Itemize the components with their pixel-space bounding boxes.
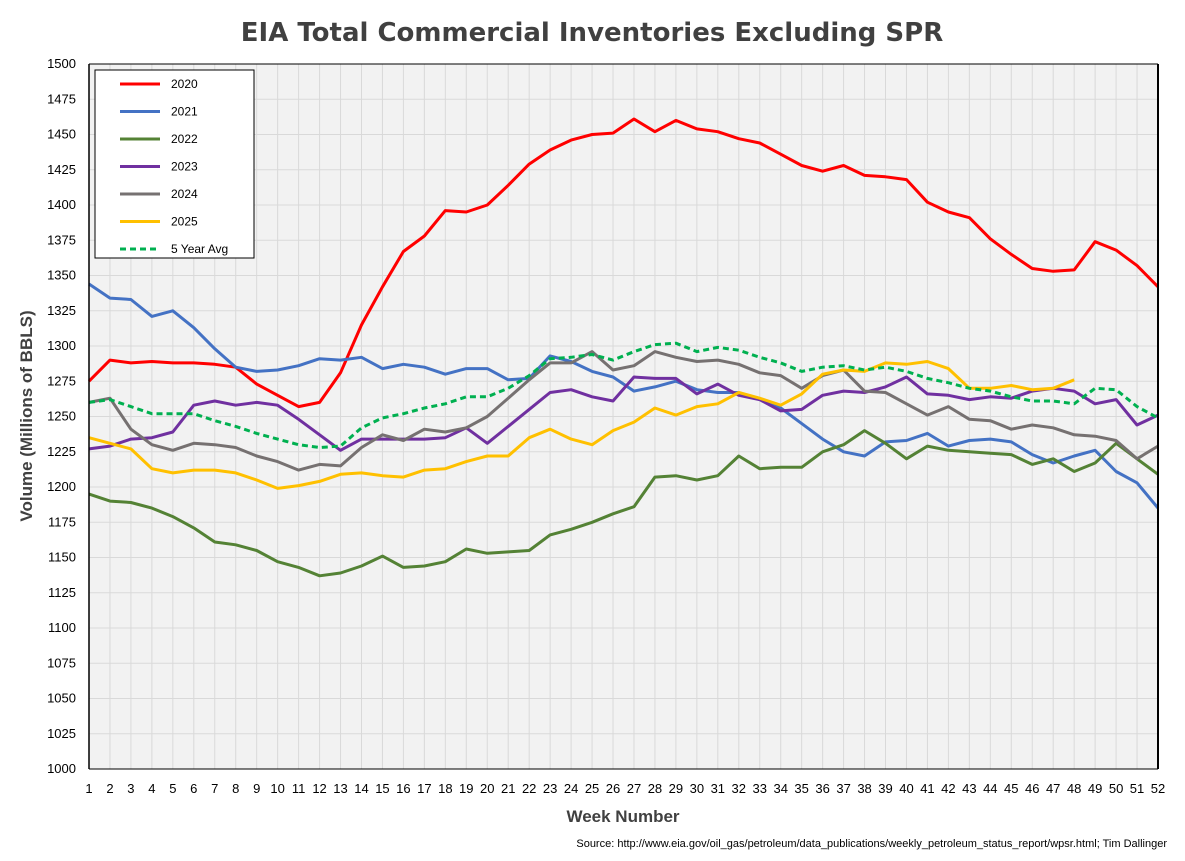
y-tick-label: 1000	[47, 761, 76, 776]
legend-label: 2022	[171, 132, 198, 146]
x-tick-label: 31	[711, 781, 725, 796]
y-tick-label: 1200	[47, 479, 76, 494]
x-tick-label: 5	[169, 781, 176, 796]
x-tick-label: 47	[1046, 781, 1060, 796]
series-line-5-year-avg	[88, 341, 1159, 449]
y-tick-label: 1100	[48, 620, 76, 635]
x-tick-label: 38	[857, 781, 871, 796]
y-tick-labels: 1000 1025 1050 1075 1100 1125 1150 1175 1200 1225…	[47, 56, 76, 776]
x-tick-label: 3	[127, 781, 134, 796]
y-tick-label: 1250	[47, 409, 76, 424]
x-tick-label: 14	[354, 781, 368, 796]
x-tick-label: 44	[983, 781, 997, 796]
x-tick-label: 17	[417, 781, 431, 796]
x-tick-label: 34	[773, 781, 787, 796]
x-tick-label: 49	[1088, 781, 1102, 796]
legend-label: 2020	[171, 77, 198, 91]
x-tick-label: 7	[211, 781, 218, 796]
legend-label: 2021	[171, 105, 198, 119]
x-tick-label: 46	[1025, 781, 1039, 796]
x-tick-label: 39	[878, 781, 892, 796]
source-note: Source: http://www.eia.gov/oil_gas/petro…	[576, 838, 1167, 850]
x-tick-label: 16	[396, 781, 410, 796]
x-tick-label: 12	[312, 781, 326, 796]
x-tick-label: 27	[627, 781, 641, 796]
y-tick-label: 1275	[47, 373, 76, 388]
y-tick-label: 1400	[47, 197, 76, 212]
x-tick-label: 18	[438, 781, 452, 796]
x-tick-label: 25	[585, 781, 599, 796]
series-lines	[87, 117, 1160, 578]
series-line-2025	[88, 360, 1075, 490]
x-tick-label: 8	[232, 781, 239, 796]
y-tick-label: 1050	[47, 691, 76, 706]
y-tick-label: 1375	[47, 232, 76, 247]
x-tick-label: 24	[564, 781, 578, 796]
y-tick-label: 1475	[47, 91, 76, 106]
series-line-2023	[88, 375, 1159, 452]
y-axis-label: Volume (Millions of BBLS)	[17, 310, 36, 521]
x-tick-label: 35	[794, 781, 808, 796]
y-tick-label: 1125	[48, 585, 76, 600]
x-tick-label: 41	[920, 781, 934, 796]
y-tick-label: 1175	[48, 514, 76, 529]
x-tick-label: 37	[836, 781, 850, 796]
series-line-2020	[87, 117, 1160, 409]
x-tick-label: 45	[1004, 781, 1018, 796]
x-tick-label: 9	[253, 781, 260, 796]
gridlines	[89, 63, 1158, 770]
x-tick-label: 26	[606, 781, 620, 796]
legend-label: 2024	[171, 187, 198, 201]
x-tick-label: 29	[669, 781, 683, 796]
x-tick-label: 15	[375, 781, 389, 796]
x-tick-label: 36	[815, 781, 829, 796]
x-tick-label: 23	[543, 781, 557, 796]
x-tick-label: 33	[753, 781, 767, 796]
y-tick-label: 1075	[47, 655, 76, 670]
x-tick-labels: 1 2 3 4 5 6 7 8 9 10 11 12 13 14 15 16 17 18 19 20 21 22 23 24 2…	[85, 781, 1165, 796]
x-tick-label: 6	[190, 781, 197, 796]
x-tick-label: 22	[522, 781, 536, 796]
x-tick-label: 21	[501, 781, 515, 796]
legend-box	[94, 69, 255, 259]
x-tick-label: 2	[106, 781, 113, 796]
x-tick-label: 48	[1067, 781, 1081, 796]
x-tick-label: 28	[648, 781, 662, 796]
legend-label: 2023	[171, 160, 198, 174]
series-line-2024	[88, 350, 1159, 472]
y-tick-label: 1025	[47, 726, 76, 741]
x-tick-label: 51	[1130, 781, 1144, 796]
legend: 2020 2021 2022 2023 2024 2025 5 Year Avg	[94, 69, 255, 259]
legend-label: 2025	[171, 215, 198, 229]
x-tick-label: 50	[1109, 781, 1123, 796]
y-tick-label: 1350	[47, 268, 76, 283]
x-tick-label: 42	[941, 781, 955, 796]
series-line-2021	[88, 282, 1160, 510]
x-tick-label: 40	[899, 781, 913, 796]
x-tick-label: 52	[1151, 781, 1165, 796]
y-tick-label: 1325	[47, 303, 76, 318]
x-tick-label: 11	[292, 781, 306, 796]
legend-label: 5 Year Avg	[171, 242, 228, 256]
x-tick-label: 1	[85, 781, 92, 796]
y-tick-label: 1150	[48, 550, 76, 565]
y-tick-label: 1450	[47, 127, 76, 142]
y-tick-label: 1300	[47, 338, 76, 353]
y-tick-label: 1225	[47, 444, 76, 459]
series-line-2022	[88, 429, 1159, 578]
x-axis-label: Week Number	[566, 807, 679, 826]
x-tick-label: 13	[333, 781, 347, 796]
y-tick-label: 1500	[47, 56, 76, 71]
x-tick-label: 20	[480, 781, 494, 796]
x-tick-label: 32	[732, 781, 746, 796]
x-tick-label: 19	[459, 781, 473, 796]
y-tick-label: 1425	[47, 162, 76, 177]
x-tick-label: 43	[962, 781, 976, 796]
x-tick-label: 10	[270, 781, 284, 796]
x-tick-label: 30	[690, 781, 704, 796]
chart-title: EIA Total Commercial Inventories Excludi…	[241, 18, 943, 48]
x-tick-label: 4	[148, 781, 155, 796]
